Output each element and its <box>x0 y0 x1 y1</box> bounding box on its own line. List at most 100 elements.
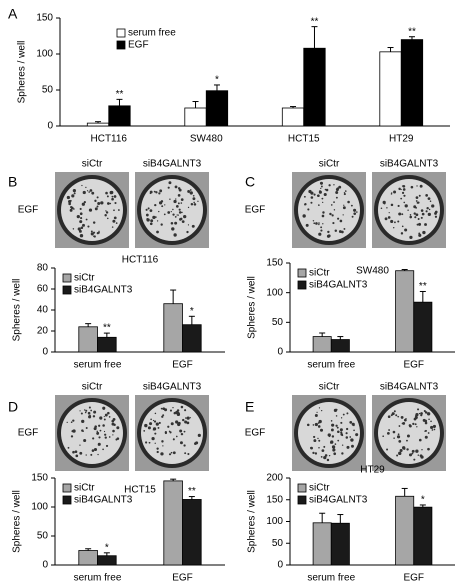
colony <box>330 420 333 422</box>
x-tick-label: serum free <box>307 573 355 584</box>
well-floor <box>378 179 440 241</box>
y-tick-label: 100 <box>36 49 53 60</box>
colony <box>395 414 398 417</box>
colony <box>329 212 332 216</box>
colony <box>318 439 321 442</box>
colony <box>160 223 163 226</box>
colony <box>79 220 83 224</box>
colony <box>92 221 96 224</box>
colony <box>417 201 420 204</box>
colony <box>104 413 108 417</box>
colony <box>402 446 406 450</box>
colony <box>402 184 406 188</box>
colony <box>337 430 340 434</box>
colony <box>87 411 91 415</box>
y-tick-label: 40 <box>37 305 49 316</box>
colony <box>172 213 175 216</box>
y-tick-label: 50 <box>42 85 54 96</box>
colony <box>401 225 404 228</box>
x-tick-label: EGF <box>403 573 424 584</box>
colony <box>187 206 190 209</box>
colony <box>302 214 306 218</box>
colony <box>80 226 84 230</box>
colony <box>418 233 422 237</box>
error-bar <box>188 496 195 500</box>
colony <box>398 451 402 456</box>
y-tick-label: 150 <box>266 494 283 505</box>
colony <box>82 190 86 195</box>
colony <box>333 201 335 203</box>
colony <box>310 201 313 204</box>
colony <box>176 409 180 412</box>
colony <box>173 199 177 204</box>
colony <box>420 209 424 212</box>
y-axis-label: Spheres / well <box>12 279 23 342</box>
colony <box>82 223 85 227</box>
colony <box>189 417 191 419</box>
colony <box>90 230 93 233</box>
colony <box>94 425 97 428</box>
colony <box>81 419 85 424</box>
colony <box>79 410 81 412</box>
colony <box>380 207 383 210</box>
colony <box>96 430 98 433</box>
colony <box>386 432 390 435</box>
colony <box>72 419 75 422</box>
colony <box>152 429 154 431</box>
legend-label: siCtr <box>309 483 330 494</box>
colony <box>168 453 172 456</box>
colony <box>116 426 120 430</box>
image-label: siB4GALNT3 <box>143 159 202 170</box>
bar <box>413 301 433 353</box>
colony <box>434 210 438 214</box>
x-tick-label: HCT116 <box>91 134 128 145</box>
chart-title: SW480 <box>356 266 389 277</box>
colony <box>164 204 166 206</box>
colony <box>85 454 87 456</box>
colony <box>342 214 344 216</box>
colony <box>154 432 157 435</box>
colony <box>96 205 99 208</box>
colony <box>144 423 148 428</box>
colony <box>150 219 154 223</box>
colony <box>117 209 120 211</box>
colony <box>85 427 88 430</box>
colony <box>94 199 97 202</box>
colony <box>319 190 321 192</box>
chart-title: HCT116 <box>122 255 159 266</box>
colony <box>422 230 426 235</box>
legend-label: siB4GALNT3 <box>309 280 368 291</box>
colony <box>172 406 174 409</box>
colony <box>317 194 320 197</box>
colony <box>344 190 347 192</box>
colony <box>107 217 109 220</box>
colony <box>416 185 418 187</box>
y-tick-label: 200 <box>266 473 283 484</box>
colony <box>168 181 172 185</box>
error-bar <box>192 101 199 108</box>
colony <box>320 185 323 188</box>
colony <box>320 229 323 232</box>
colony <box>397 204 400 208</box>
image-label: siB4GALNT3 <box>143 382 202 393</box>
colony <box>304 203 306 206</box>
colony <box>179 441 183 445</box>
colony <box>339 219 343 223</box>
colony <box>338 185 342 189</box>
row-label: EGF <box>18 428 39 439</box>
bar <box>303 47 326 127</box>
colony <box>197 433 201 437</box>
colony <box>151 436 155 441</box>
colony <box>398 425 401 427</box>
colony <box>335 196 338 199</box>
colony <box>424 421 428 425</box>
colony <box>75 454 79 458</box>
colony <box>433 428 436 431</box>
colony <box>337 217 340 220</box>
bar <box>97 555 117 566</box>
colony <box>339 428 343 432</box>
colony <box>327 230 330 234</box>
colony <box>186 230 189 234</box>
colony <box>72 228 75 230</box>
colony <box>387 216 391 219</box>
